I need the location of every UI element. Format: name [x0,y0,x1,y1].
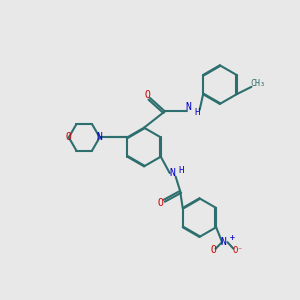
Text: H: H [195,108,200,117]
Text: H: H [178,166,184,175]
Text: N: N [186,103,192,112]
Text: N: N [97,132,103,142]
Text: O⁻: O⁻ [232,246,243,255]
Text: O: O [66,132,72,142]
Text: O: O [157,198,163,208]
Text: O: O [211,245,217,256]
Text: +: + [230,233,235,242]
Text: O: O [144,90,150,100]
Text: N: N [169,168,175,178]
Text: CH₃: CH₃ [250,80,266,88]
Text: N: N [220,237,226,247]
